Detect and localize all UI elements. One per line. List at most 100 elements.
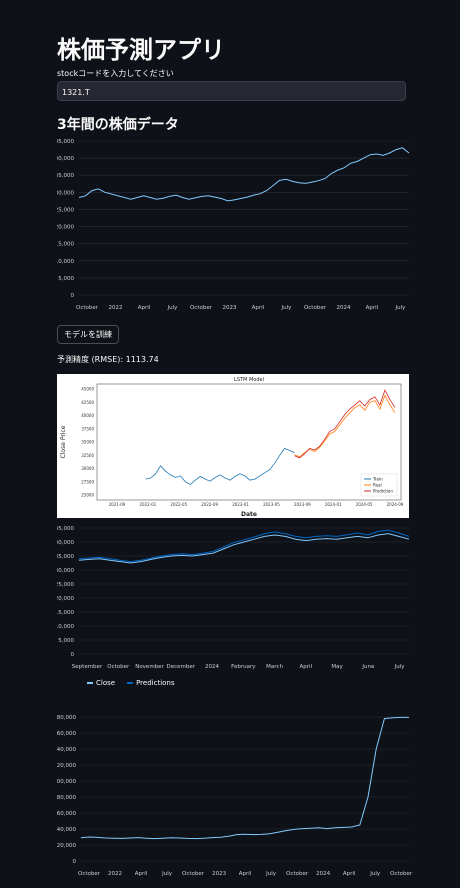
y-tick-label: 15,000	[57, 242, 74, 248]
x-tick-label: October	[304, 305, 327, 311]
x-tick-label: 2024	[336, 305, 350, 311]
figure-background	[57, 374, 409, 518]
x-tick-label: April	[239, 871, 252, 877]
lstm-x-tick: 2024-01	[325, 502, 342, 507]
series-line-0	[78, 533, 410, 564]
y-tick-label: 40,000	[57, 540, 74, 546]
lstm-series-0	[145, 447, 295, 485]
x-tick-label: July	[369, 871, 381, 877]
legend-predictions[interactable]: Predictions	[127, 679, 175, 687]
y-tick-label: 30,000	[57, 190, 74, 196]
lstm-y-tick: 45000	[81, 387, 94, 392]
lstm-x-tick: 2021-09	[109, 502, 126, 507]
legend-close[interactable]: Close	[87, 679, 115, 687]
y-tick-label: 10,000	[57, 259, 74, 265]
y-tick-label: 20,000	[57, 225, 74, 231]
y-tick-label: 40,000	[57, 156, 74, 162]
y-tick-label: 25,000	[57, 582, 74, 588]
stock-code-label: stockコードを入力してください	[57, 69, 174, 78]
lstm-y-tick: 40000	[81, 413, 94, 418]
y-tick-label: 80,000	[57, 795, 76, 801]
future-chart[interactable]: 180,000 160,000 140,000 120,000 100,000 80,00…	[57, 706, 417, 882]
x-tick-label: 2023	[222, 305, 236, 311]
lstm-y-tick: 30000	[81, 466, 94, 471]
y-tick-label: 5,000	[58, 276, 74, 282]
lstm-y-tick: 42500	[81, 400, 94, 405]
y-tick-label: 45,000	[57, 139, 74, 145]
x-tick-label: 2024	[316, 871, 330, 877]
y-tick-label: 45,000	[57, 526, 74, 532]
lstm-x-tick: 2022-09	[201, 502, 218, 507]
x-tick-label: March	[266, 664, 283, 670]
y-tick-label: 15,000	[57, 610, 74, 616]
y-tick-label: 180,000	[57, 715, 76, 721]
y-tick-label: 35,000	[57, 554, 74, 560]
lstm-xlabel: Date	[241, 511, 257, 518]
x-tick-label: 2022	[108, 305, 122, 311]
lstm-y-tick: 37500	[81, 426, 94, 431]
x-tick-label: July	[167, 305, 179, 311]
legend-close-label: Close	[96, 679, 116, 687]
lstm-y-tick: 27500	[81, 479, 94, 484]
y-tick-label: 0	[71, 293, 75, 299]
x-tick-label: September	[72, 664, 103, 670]
x-tick-label: May	[331, 664, 343, 670]
stock-code-input[interactable]: 1321.T	[57, 81, 406, 101]
lstm-y-tick: 32500	[81, 453, 94, 458]
y-tick-label: 35,000	[57, 173, 74, 179]
x-tick-label: July	[281, 305, 293, 311]
lstm-x-tick: 2022-01	[140, 502, 157, 507]
y-tick-label: 140,000	[57, 747, 76, 753]
x-tick-label: April	[300, 664, 313, 670]
lstm-series-1	[294, 394, 396, 458]
x-tick-label: April	[138, 305, 151, 311]
y-tick-label: 40,000	[57, 827, 76, 833]
x-tick-label: April	[343, 871, 356, 877]
x-tick-label: July	[394, 305, 406, 311]
series-line-0	[78, 147, 410, 202]
lstm-x-tick: 2024-05	[356, 502, 373, 507]
x-tick-label: July	[394, 664, 406, 670]
y-tick-label: 30,000	[57, 568, 74, 574]
lstm-model-figure: LSTM Model Date Close Price 45000 42500 40000…	[57, 374, 409, 518]
x-tick-label: October	[190, 305, 213, 311]
section-title: 3年間の株価データ	[57, 117, 179, 133]
x-tick-label: October	[78, 871, 101, 877]
x-tick-label: July	[161, 871, 173, 877]
lstm-y-tick: 35000	[81, 440, 94, 445]
y-tick-label: 100,000	[57, 779, 76, 785]
price-chart-3y[interactable]: 45,000 40,000 35,000 30,000 25,000 20,000 15,0…	[57, 136, 417, 311]
x-tick-label: October	[182, 871, 205, 877]
lstm-legend-label: Real	[373, 483, 382, 488]
series-line-0	[80, 716, 409, 840]
x-tick-label: October	[390, 871, 413, 877]
x-tick-label: July	[265, 871, 277, 877]
y-tick-label: 20,000	[57, 596, 74, 602]
lstm-series-2	[294, 389, 396, 459]
x-tick-label: June	[361, 664, 375, 670]
legend-predictions-label: Predictions	[136, 679, 175, 687]
plot-frame	[96, 383, 402, 501]
lstm-ylabel: Close Price	[60, 425, 67, 458]
y-tick-label: 25,000	[57, 207, 74, 213]
train-model-button[interactable]: モデルを訓練	[57, 325, 119, 344]
x-tick-label: April	[252, 305, 265, 311]
x-tick-label: October	[107, 664, 130, 670]
series-line-1	[78, 529, 410, 563]
prediction-legend: Close Predictions	[87, 679, 175, 687]
x-tick-label: November	[135, 664, 164, 670]
x-tick-label: 2023	[212, 871, 226, 877]
y-tick-label: 0	[73, 859, 77, 865]
y-tick-label: 5,000	[58, 638, 74, 644]
y-tick-label: 120,000	[57, 763, 76, 769]
prediction-chart[interactable]: 45,000 40,000 35,000 30,000 25,000 20,000 15,0…	[57, 522, 417, 672]
x-tick-label: October	[286, 871, 309, 877]
app-title: 株価予測アプリ	[57, 36, 225, 64]
x-tick-label: 2022	[108, 871, 122, 877]
x-tick-label: April	[366, 305, 379, 311]
lstm-x-tick: 2023-05	[263, 502, 280, 507]
y-tick-label: 0	[71, 652, 75, 658]
lstm-x-tick: 2024-09	[387, 502, 404, 507]
x-tick-label: 2024	[205, 664, 219, 670]
x-tick-label: April	[135, 871, 148, 877]
